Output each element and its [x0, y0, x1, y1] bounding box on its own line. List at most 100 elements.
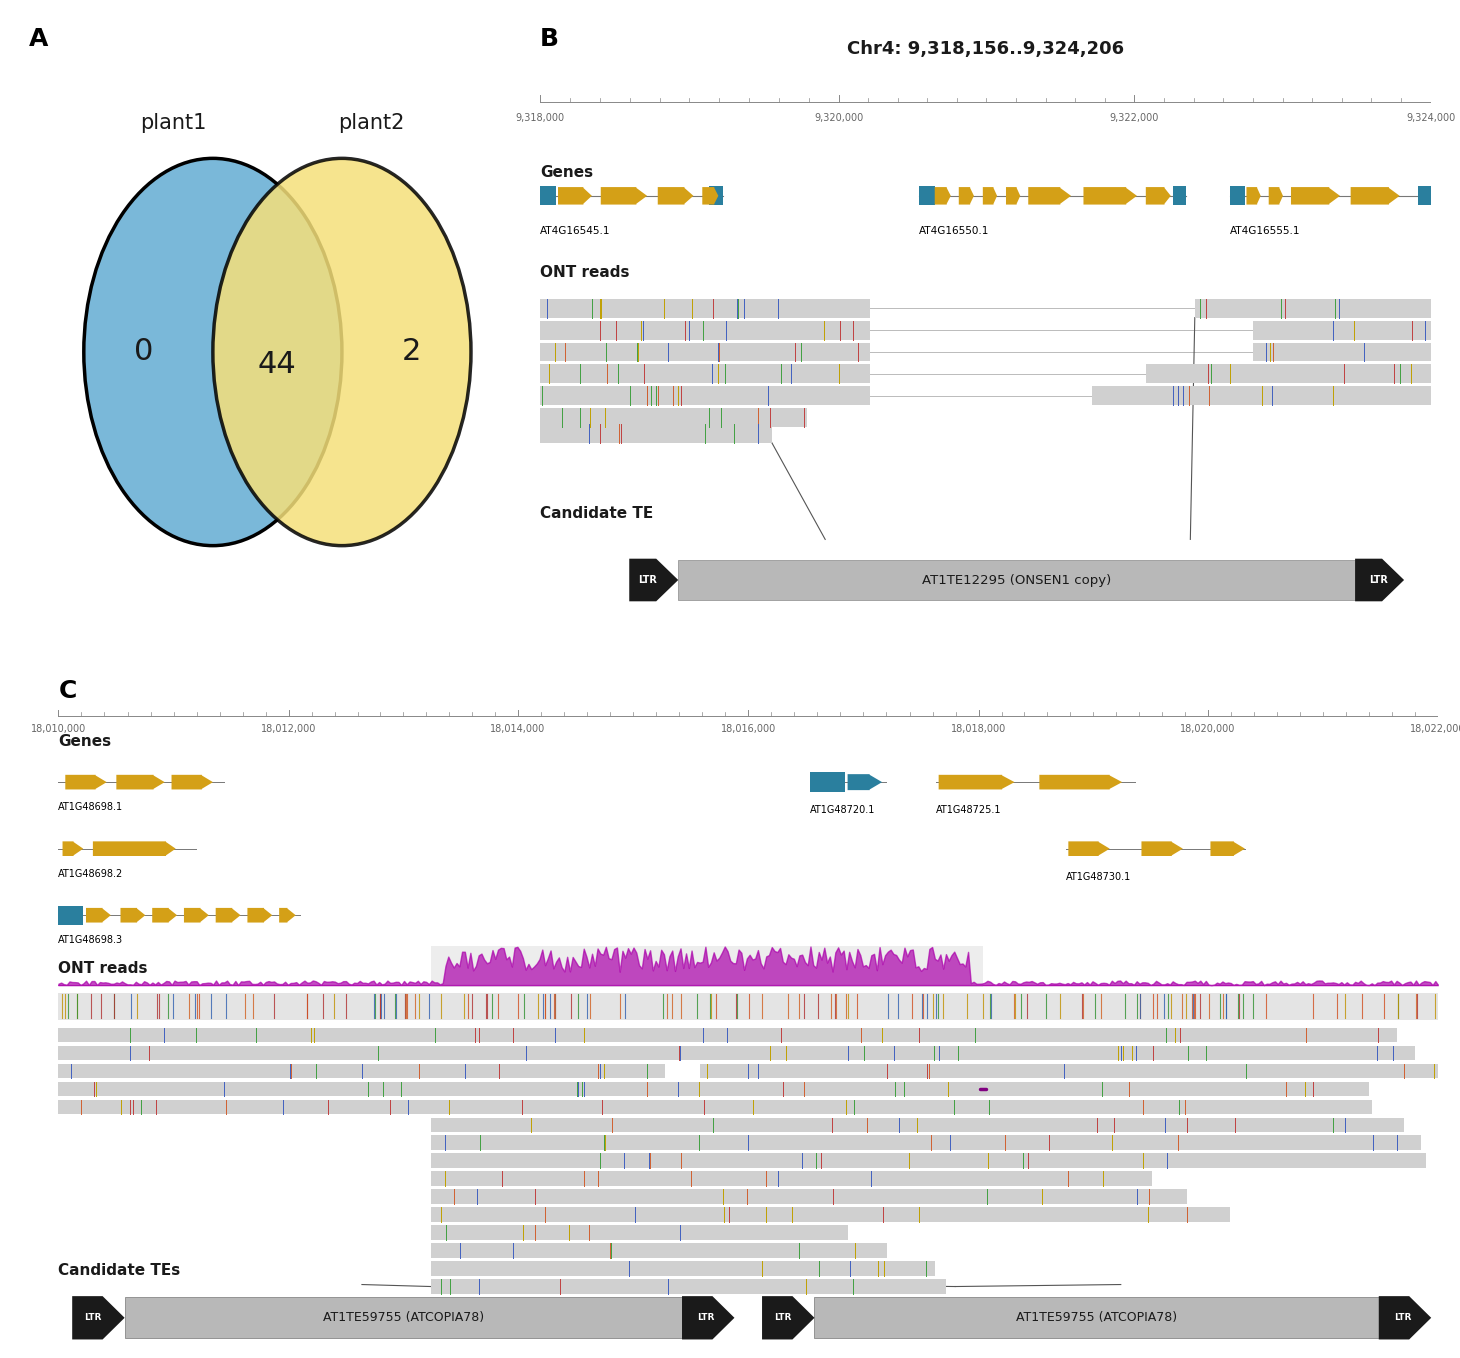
Text: AT1TE59755 (ATCOPIA78): AT1TE59755 (ATCOPIA78) [1016, 1312, 1177, 1324]
FancyArrow shape [86, 909, 111, 922]
Text: AT1G48720.1: AT1G48720.1 [810, 805, 876, 815]
Text: AT1G48725.1: AT1G48725.1 [936, 805, 1002, 815]
Text: LTR: LTR [774, 1313, 791, 1323]
Text: Chr4: 9,318,156..9,324,206: Chr4: 9,318,156..9,324,206 [847, 39, 1124, 57]
Bar [1174, 186, 1186, 205]
FancyArrow shape [1028, 187, 1072, 205]
Bar [540, 186, 556, 205]
Bar [810, 773, 845, 792]
FancyArrow shape [72, 1296, 124, 1339]
FancyArrow shape [682, 1296, 734, 1339]
Bar [1146, 364, 1431, 383]
FancyArrow shape [983, 187, 997, 205]
FancyArrow shape [600, 187, 647, 205]
Text: 9,320,000: 9,320,000 [813, 113, 863, 124]
FancyArrow shape [171, 775, 213, 789]
Bar [540, 424, 772, 443]
Bar [431, 1118, 1405, 1133]
Text: Candidate TE: Candidate TE [540, 505, 654, 520]
FancyArrow shape [934, 187, 950, 205]
Bar [1231, 186, 1245, 205]
Text: AT1G48730.1: AT1G48730.1 [1066, 872, 1132, 881]
Bar [540, 342, 870, 361]
FancyArrow shape [1210, 842, 1245, 856]
FancyArrow shape [1350, 187, 1400, 205]
Ellipse shape [213, 159, 472, 546]
Text: LTR: LTR [696, 1313, 714, 1323]
Text: LTR: LTR [638, 574, 657, 585]
Bar [540, 364, 870, 383]
Bar [58, 1063, 1438, 1078]
FancyArrow shape [152, 909, 177, 922]
FancyArrow shape [1378, 1296, 1431, 1339]
Text: AT1G48698.2: AT1G48698.2 [58, 869, 124, 879]
Bar [431, 1225, 848, 1240]
FancyArrow shape [939, 775, 1015, 789]
Text: AT4G16550.1: AT4G16550.1 [918, 225, 988, 236]
Text: 18,016,000: 18,016,000 [721, 724, 775, 733]
Text: ONT reads: ONT reads [58, 961, 147, 976]
Text: LTR: LTR [1369, 574, 1388, 585]
Bar [1253, 320, 1431, 340]
Bar [815, 1297, 1378, 1339]
FancyArrow shape [1040, 775, 1123, 789]
Text: 2: 2 [402, 338, 420, 367]
Bar [540, 409, 807, 426]
Text: AT1G48698.1: AT1G48698.1 [58, 803, 124, 812]
Text: 18,014,000: 18,014,000 [491, 724, 546, 733]
Text: AT1TE12295 (ONSEN1 copy): AT1TE12295 (ONSEN1 copy) [923, 573, 1111, 587]
FancyArrow shape [959, 187, 974, 205]
Bar [431, 1207, 1229, 1222]
Text: 18,022,000: 18,022,000 [1410, 724, 1460, 733]
Bar [431, 945, 983, 987]
Text: AT1TE59755 (ATCOPIA78): AT1TE59755 (ATCOPIA78) [323, 1312, 483, 1324]
Bar [540, 320, 870, 340]
Text: plant2: plant2 [339, 113, 404, 133]
FancyArrow shape [762, 1296, 815, 1339]
Text: 0: 0 [134, 338, 153, 367]
Text: 44: 44 [258, 350, 296, 379]
Bar [431, 1279, 946, 1294]
FancyArrow shape [1146, 187, 1171, 205]
Bar [431, 1153, 1426, 1168]
FancyArrow shape [117, 775, 165, 789]
Bar [58, 1046, 1415, 1061]
FancyArrow shape [279, 909, 296, 922]
Text: AT4G16555.1: AT4G16555.1 [1231, 225, 1301, 236]
FancyArrow shape [1247, 187, 1260, 205]
Bar [1194, 299, 1431, 318]
Bar [1092, 387, 1431, 405]
Text: AT1G48698.3: AT1G48698.3 [58, 936, 124, 945]
FancyArrow shape [247, 909, 272, 922]
Bar [58, 1028, 1397, 1043]
Bar [431, 1190, 1187, 1205]
Bar [58, 1100, 1372, 1114]
Bar [431, 1172, 1152, 1186]
Bar [679, 559, 1355, 600]
FancyArrow shape [1269, 187, 1283, 205]
FancyArrow shape [1355, 558, 1405, 602]
FancyArrow shape [1142, 842, 1183, 856]
FancyArrow shape [629, 558, 679, 602]
Bar [708, 186, 723, 205]
Text: LTR: LTR [85, 1313, 102, 1323]
Text: Genes: Genes [58, 733, 111, 748]
Bar [431, 1135, 1421, 1150]
Text: plant1: plant1 [140, 113, 206, 133]
Text: LTR: LTR [1394, 1313, 1410, 1323]
Bar [58, 1081, 1369, 1096]
Bar [58, 906, 83, 925]
Text: B: B [540, 27, 559, 52]
Bar [1253, 342, 1431, 361]
Text: ONT reads: ONT reads [540, 265, 629, 280]
FancyArrow shape [121, 909, 146, 922]
Text: C: C [58, 679, 77, 703]
Text: 9,324,000: 9,324,000 [1406, 113, 1456, 124]
Bar [918, 186, 934, 205]
Text: AT4G16545.1: AT4G16545.1 [540, 225, 610, 236]
FancyArrow shape [63, 842, 83, 856]
Bar [540, 299, 870, 318]
Text: 18,018,000: 18,018,000 [950, 724, 1006, 733]
Text: 18,020,000: 18,020,000 [1180, 724, 1235, 733]
FancyArrow shape [1006, 187, 1021, 205]
